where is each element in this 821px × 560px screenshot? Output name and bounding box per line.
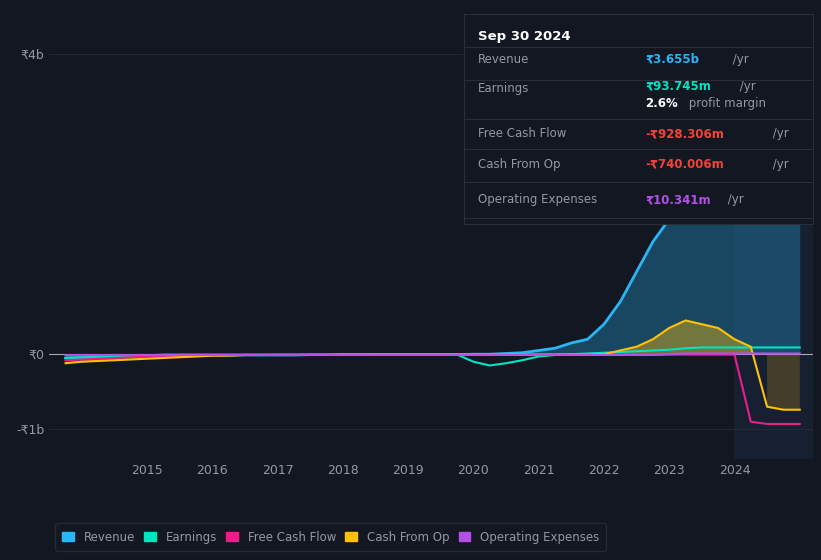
Legend: Revenue, Earnings, Free Cash Flow, Cash From Op, Operating Expenses: Revenue, Earnings, Free Cash Flow, Cash … (55, 524, 606, 550)
Text: ₹3.655b: ₹3.655b (645, 53, 699, 66)
Text: Revenue: Revenue (478, 53, 530, 66)
Text: Sep 30 2024: Sep 30 2024 (478, 30, 571, 43)
Text: 2.6%: 2.6% (645, 97, 678, 110)
Text: Earnings: Earnings (478, 82, 530, 95)
Text: Operating Expenses: Operating Expenses (478, 193, 597, 206)
Text: /yr: /yr (724, 193, 744, 206)
Text: -₹928.306m: -₹928.306m (645, 127, 724, 140)
Text: profit margin: profit margin (686, 97, 767, 110)
Text: -₹740.006m: -₹740.006m (645, 158, 724, 171)
Text: Cash From Op: Cash From Op (478, 158, 560, 171)
Text: /yr: /yr (769, 158, 789, 171)
Text: ₹93.745m: ₹93.745m (645, 80, 711, 93)
Bar (735, 17, 813, 459)
Text: /yr: /yr (736, 80, 756, 93)
Text: Free Cash Flow: Free Cash Flow (478, 127, 566, 140)
Text: /yr: /yr (729, 53, 749, 66)
Text: ₹10.341m: ₹10.341m (645, 193, 711, 206)
Text: /yr: /yr (769, 127, 789, 140)
